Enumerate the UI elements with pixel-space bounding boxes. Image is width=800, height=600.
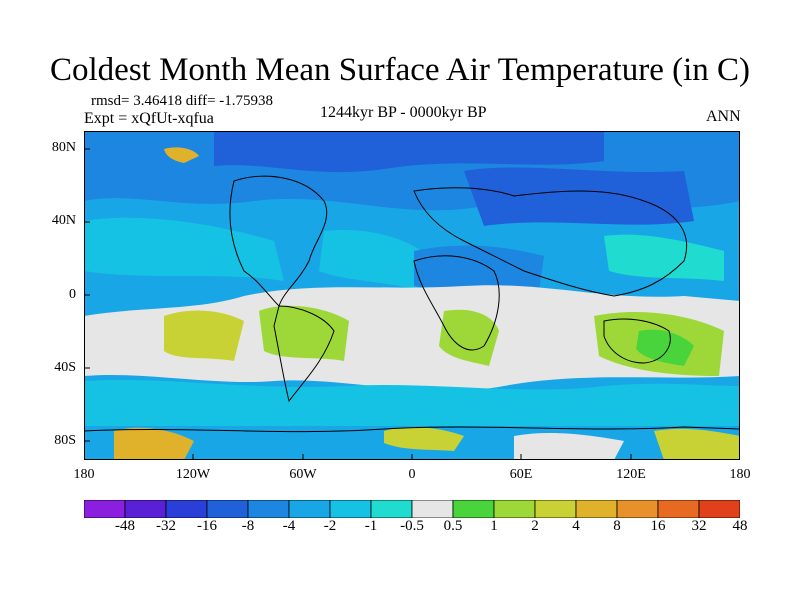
lon-label-120e: 120E [616,467,646,482]
colorbar-label: 4 [572,518,580,534]
colorbar-label: -48 [115,518,135,534]
map-title: Coldest Month Mean Surface Air Temperatu… [50,52,750,88]
colorbar-label: -0.5 [400,518,424,534]
region-south-america [259,305,349,361]
colorbar-swatch [493,500,536,518]
coastlines [84,175,740,433]
lon-label-0: 0 [408,467,416,482]
experiment-text: Expt = xQfUt-xqfua [84,110,214,127]
lat-label-40s: 40S [54,360,76,375]
colorbar-label: -8 [241,518,255,534]
colorbar-swatch [124,500,167,518]
season-text: ANN [706,108,741,125]
lat-label-0: 0 [69,287,76,302]
colorbar-swatch [370,500,413,518]
lon-label-180w: 180 [73,467,95,482]
region-n-africa-blue [414,245,544,291]
colorbar-label: 1 [490,518,498,534]
lon-label-180e: 180 [729,467,751,482]
colorbar-swatch [206,500,249,518]
colorbar-swatch [84,500,126,518]
lat-label-80s: 80S [54,433,76,448]
region-antarctic-warm-4 [654,428,740,460]
axis-ticks [84,148,632,460]
colorbar-swatch [534,500,577,518]
colorbar-label: -1 [364,518,378,534]
lat-label-40n: 40N [51,213,76,228]
lon-label-120w: 120W [175,467,211,482]
region-antarctic-warm-3 [514,433,624,460]
colorbar-label: 16 [650,518,666,534]
colorbar-label: 32 [691,518,707,534]
colorbar [84,500,740,518]
region-south-africa [439,309,499,366]
colorbar-label: 0.5 [443,518,463,534]
colorbar-label: -2 [323,518,337,534]
colorbar-swatch [329,500,372,518]
colorbar-swatch [698,500,740,518]
colorbar-swatch [616,500,659,518]
region-southern-ocean [84,379,740,426]
region-arctic-warm [164,147,199,163]
colorbar-swatch [452,500,495,518]
colorbar-label: 48 [732,518,748,534]
region-antarctic-warm-2 [384,427,464,451]
colorbar-label: 2 [531,518,539,534]
stats-text: rmsd= 3.46418 diff= -1.75938 [91,93,274,109]
region-australia-green [636,329,694,366]
colorbar-swatch [288,500,331,518]
colorbar-swatch [575,500,618,518]
colorbar-swatch [165,500,208,518]
colorbar-swatch [657,500,700,518]
region-south-pacific-green [164,310,244,361]
lat-label-80n: 80N [51,140,76,155]
colorbar-label: -4 [282,518,296,534]
colorbar-label: 8 [613,518,621,534]
region-tropics [84,285,740,391]
region-asia-green [604,234,724,281]
colorbar-swatch [247,500,290,518]
region-north-pacific [84,217,284,281]
colorbar-swatch [411,500,454,518]
lon-label-60w: 60W [289,467,317,482]
colorbar-label: -16 [197,518,217,534]
region-siberia [464,167,694,226]
temperature-map [84,131,740,460]
region-arctic-deep [214,131,604,173]
time-range-text: 1244kyr BP - 0000kyr BP [320,104,487,121]
colorbar-label: -32 [156,518,176,534]
region-north-atlantic [319,230,434,291]
region-antarctic-warm-1 [114,427,194,460]
lon-label-60e: 60E [509,467,533,482]
